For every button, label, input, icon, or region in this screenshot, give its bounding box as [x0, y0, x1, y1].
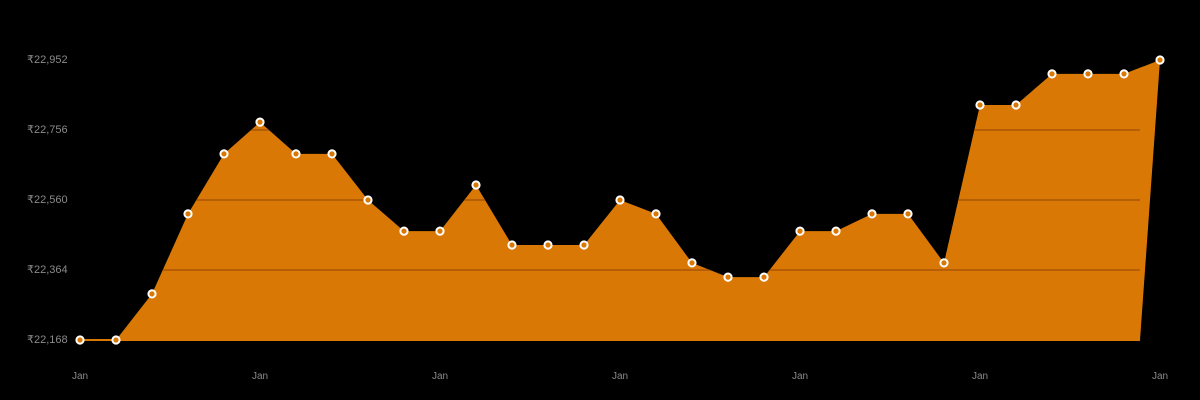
data-point-marker[interactable]: [615, 195, 625, 205]
data-point-marker[interactable]: [831, 226, 841, 236]
data-point-marker[interactable]: [1155, 55, 1165, 65]
data-point-marker[interactable]: [75, 335, 85, 345]
data-point-marker[interactable]: [507, 240, 517, 250]
data-point-marker[interactable]: [975, 100, 985, 110]
data-point-marker[interactable]: [759, 272, 769, 282]
data-point-marker[interactable]: [687, 258, 697, 268]
data-markers: [75, 55, 1165, 345]
y-tick-label: ₹22,756: [27, 124, 68, 136]
data-point-marker[interactable]: [471, 180, 481, 190]
data-point-marker[interactable]: [1083, 69, 1093, 79]
y-tick-label: ₹22,168: [27, 334, 68, 346]
data-point-marker[interactable]: [363, 195, 373, 205]
data-point-marker[interactable]: [219, 149, 229, 159]
data-point-marker[interactable]: [903, 209, 913, 219]
data-point-marker[interactable]: [399, 226, 409, 236]
y-tick-label: ₹22,560: [27, 194, 68, 206]
data-point-marker[interactable]: [111, 335, 121, 345]
data-point-marker[interactable]: [543, 240, 553, 250]
data-point-marker[interactable]: [435, 226, 445, 236]
data-point-marker[interactable]: [1047, 69, 1057, 79]
data-point-marker[interactable]: [579, 240, 589, 250]
data-point-marker[interactable]: [651, 209, 661, 219]
x-tick-label: Jan: [1151, 371, 1169, 382]
x-tick-label: Jan: [71, 371, 89, 382]
y-tick-label: ₹22,364: [27, 264, 68, 276]
x-tick-label: Jan: [791, 371, 809, 382]
x-tick-label: Jan: [431, 371, 449, 382]
x-tick-label: Jan: [251, 371, 269, 382]
data-point-marker[interactable]: [795, 226, 805, 236]
data-point-marker[interactable]: [291, 149, 301, 159]
y-tick-label: ₹22,952: [27, 54, 68, 66]
data-point-marker[interactable]: [723, 272, 733, 282]
data-point-marker[interactable]: [939, 258, 949, 268]
x-tick-label: Jan: [971, 371, 989, 382]
data-point-marker[interactable]: [327, 149, 337, 159]
data-point-marker[interactable]: [255, 117, 265, 127]
data-point-marker[interactable]: [867, 209, 877, 219]
data-point-marker[interactable]: [183, 209, 193, 219]
data-point-marker[interactable]: [147, 289, 157, 299]
x-tick-label: Jan: [611, 371, 629, 382]
data-point-marker[interactable]: [1011, 100, 1021, 110]
data-point-marker[interactable]: [1119, 69, 1129, 79]
